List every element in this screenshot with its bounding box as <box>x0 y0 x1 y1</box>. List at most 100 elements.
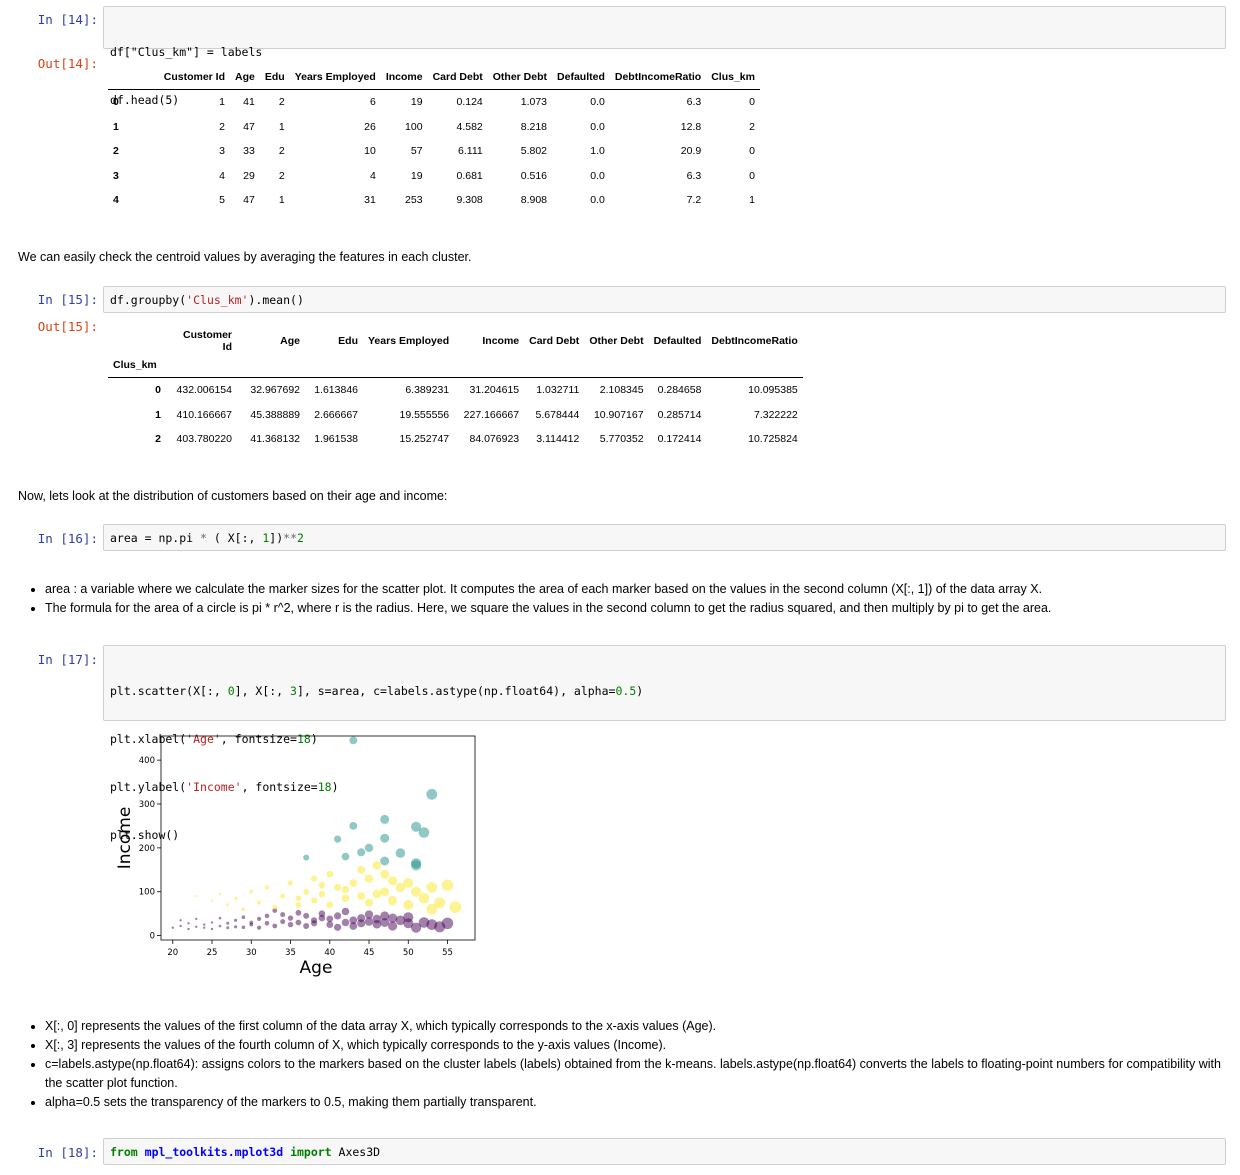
x-tick-label: 40 <box>324 948 335 958</box>
cell-17-code-editor[interactable]: plt.scatter(X[:, 0], X[:, 3], s=area, c=… <box>103 645 1226 842</box>
scatter-point-cluster-2 <box>249 889 254 894</box>
scatter-point-cluster-0 <box>226 921 230 925</box>
scatter-point-cluster-1 <box>380 833 390 843</box>
scatter-point-cluster-2 <box>318 881 326 889</box>
table-cell: 403.780220 <box>176 433 232 446</box>
column-header: Card Debt <box>427 65 488 90</box>
scatter-point-cluster-0 <box>195 917 198 921</box>
code-number: 1 <box>262 531 270 545</box>
scatter-point-cluster-0 <box>318 910 326 917</box>
code-keyword: from <box>110 1145 138 1159</box>
scatter-point-cluster-2 <box>357 865 366 874</box>
cell-15-code-editor[interactable]: df.groupby('Clus_km').mean() <box>103 286 1226 313</box>
scatter-point-cluster-0 <box>395 915 406 926</box>
list-item: c=labels.astype(np.float64): assigns col… <box>45 1055 1225 1093</box>
scatter-point-cluster-0 <box>311 920 318 927</box>
scatter-point-cluster-0 <box>264 921 270 926</box>
code-line: df.head(5) <box>110 92 1219 108</box>
scatter-point-cluster-2 <box>372 889 382 899</box>
code-text: ).mean() <box>248 293 304 307</box>
code-text: ) <box>331 780 339 794</box>
scatter-point-cluster-0 <box>226 926 230 930</box>
table-cell: 253 <box>405 194 423 207</box>
scatter-point-cluster-2 <box>341 885 350 894</box>
table-cell: 5 <box>219 194 225 207</box>
table-cell: 5.802 <box>520 145 548 158</box>
scatter-point-cluster-0 <box>388 913 398 923</box>
cell-15-in-prompt: In [15]: <box>37 292 98 307</box>
plot-frame <box>160 735 476 941</box>
row-index: 1 <box>113 120 119 133</box>
code-text: ( X[:, <box>206 531 263 545</box>
code-number: 3 <box>290 684 297 698</box>
x-tick-label: 25 <box>207 948 218 958</box>
scatter-point-cluster-0 <box>171 926 174 929</box>
scatter-point-cluster-2 <box>418 893 430 904</box>
table-cell: 0 <box>749 169 755 182</box>
scatter-point-cluster-2 <box>287 880 294 886</box>
y-tick-label: 100 <box>139 888 155 898</box>
table-cell: 19 <box>410 169 423 182</box>
scatter-point-cluster-0 <box>187 922 190 925</box>
code-text: , fontsize= <box>220 732 297 746</box>
column-header: Age <box>280 335 300 347</box>
list-item: X[:, 0] represents the values of the fir… <box>45 1017 1225 1036</box>
table-cell: 0.681 <box>456 169 483 182</box>
column-header: Income <box>380 65 428 90</box>
table-cell: 1 <box>219 96 225 109</box>
table-cell: 6.389231 <box>405 384 450 397</box>
cell-18-in-prompt: In [18]: <box>37 1145 98 1160</box>
scatter-point-cluster-0 <box>334 912 342 920</box>
scatter-point-cluster-2 <box>349 879 358 887</box>
scatter-point-cluster-2 <box>195 894 198 898</box>
cell-16-in-prompt: In [16]: <box>37 531 98 546</box>
code-string: 'Clus_km' <box>186 293 249 307</box>
scatter-point-cluster-0 <box>341 918 350 927</box>
code-module: mpl_toolkits.mplot3d <box>144 1145 284 1159</box>
table-cell: 1.0 <box>590 145 605 158</box>
table-cell: 2 <box>278 169 285 182</box>
table-cell: 20.9 <box>680 145 702 158</box>
table-cell: 5.770352 <box>599 433 644 446</box>
scatter-point-cluster-2 <box>234 896 238 900</box>
table-cell: 1 <box>749 194 755 207</box>
column-header: Defaulted <box>552 65 610 90</box>
index-name-header: Clus_km <box>108 353 166 378</box>
code-text: df.groupby( <box>110 293 187 307</box>
code-number: 18 <box>317 780 332 794</box>
table-cell: 1 <box>278 194 285 207</box>
code-line: plt.scatter(X[:, 0], X[:, 3], s=area, c=… <box>110 683 1219 699</box>
scatter-point-cluster-2 <box>364 898 374 907</box>
column-header: Income <box>482 335 520 347</box>
table-cell: 1.613846 <box>314 384 358 397</box>
code-operator: ** <box>283 531 297 545</box>
code-number: 2 <box>297 531 304 545</box>
x-tick-label: 35 <box>285 948 296 958</box>
cell-16-code-editor[interactable]: area = np.pi * ( X[:, 1])**2 <box>103 524 1226 551</box>
cell-18-code-editor[interactable]: from mpl_toolkits.mplot3d import Axes3D <box>103 1138 1226 1165</box>
y-tick-label: 300 <box>139 800 155 810</box>
scatter-point-cluster-0 <box>187 927 190 931</box>
table-cell: 6.3 <box>686 96 702 109</box>
cell-14-in-prompt: In [14]: <box>37 12 98 27</box>
row-index: 4 <box>113 194 119 207</box>
table-cell: 8.908 <box>520 194 548 207</box>
scatter-point-cluster-0 <box>295 909 302 916</box>
table-cell: 32.967692 <box>250 384 300 397</box>
column-header: Card Debt <box>529 335 580 347</box>
markdown-distribution-note: Now, lets look at the distribution of cu… <box>18 489 448 503</box>
table-cell: 2.108345 <box>599 384 644 397</box>
column-header: DebtIncomeRatio <box>609 65 707 90</box>
code-text: plt.show() <box>110 828 180 842</box>
code-operator: * <box>200 531 207 545</box>
table-row: 0 432.006154 32.967692 1.613846 6.389231 31.2… <box>108 378 803 403</box>
row-index: 0 <box>113 96 119 109</box>
cell-14-code-editor[interactable]: df["Clus_km"] = labels df.head(5) <box>103 6 1226 107</box>
scatter-point-cluster-2 <box>441 879 454 891</box>
scatter-point-cluster-0 <box>195 925 198 928</box>
scatter-point-cluster-0 <box>441 917 454 929</box>
index-header <box>108 329 166 353</box>
table-cell: 0.0 <box>590 120 605 133</box>
scatter-point-cluster-2 <box>257 900 262 905</box>
table-cell: 2 <box>749 120 755 133</box>
